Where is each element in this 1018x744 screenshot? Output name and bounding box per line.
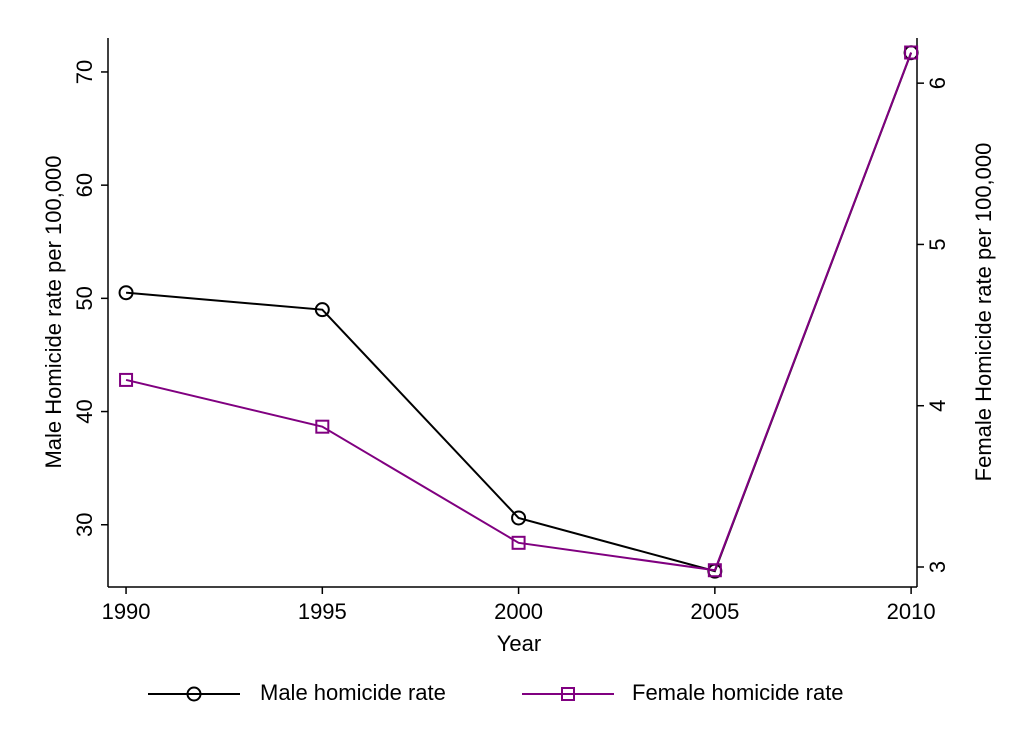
- legend-label: Female homicide rate: [632, 680, 844, 705]
- y-tick-label: 30: [72, 513, 97, 537]
- marker: [119, 372, 134, 387]
- marker: [561, 687, 575, 701]
- y-tick-label: 40: [72, 399, 97, 423]
- marker: [314, 302, 330, 318]
- marker: [511, 510, 527, 526]
- y2-tick-label: 4: [925, 400, 950, 412]
- y2-tick-label: 3: [925, 561, 950, 573]
- x-tick-label: 2005: [690, 599, 739, 624]
- y-axis-label: Male Homicide rate per 100,000: [41, 155, 66, 468]
- y2-axis-label: Female Homicide rate per 100,000: [971, 143, 996, 482]
- marker: [315, 419, 330, 434]
- x-tick-label: 1990: [102, 599, 151, 624]
- marker: [511, 535, 526, 550]
- x-axis-label: Year: [497, 631, 541, 656]
- x-tick-label: 2010: [887, 599, 936, 624]
- legend-label: Male homicide rate: [260, 680, 446, 705]
- marker: [186, 686, 202, 702]
- y-tick-label: 70: [72, 60, 97, 84]
- marker: [904, 45, 919, 60]
- series-line: [125, 52, 913, 572]
- x-tick-label: 1995: [298, 599, 347, 624]
- x-tick-label: 2000: [494, 599, 543, 624]
- marker: [707, 563, 722, 578]
- y-tick-label: 60: [72, 173, 97, 197]
- y-tick-label: 50: [72, 286, 97, 310]
- y2-tick-label: 6: [925, 77, 950, 89]
- marker: [118, 285, 134, 301]
- y2-tick-label: 5: [925, 238, 950, 250]
